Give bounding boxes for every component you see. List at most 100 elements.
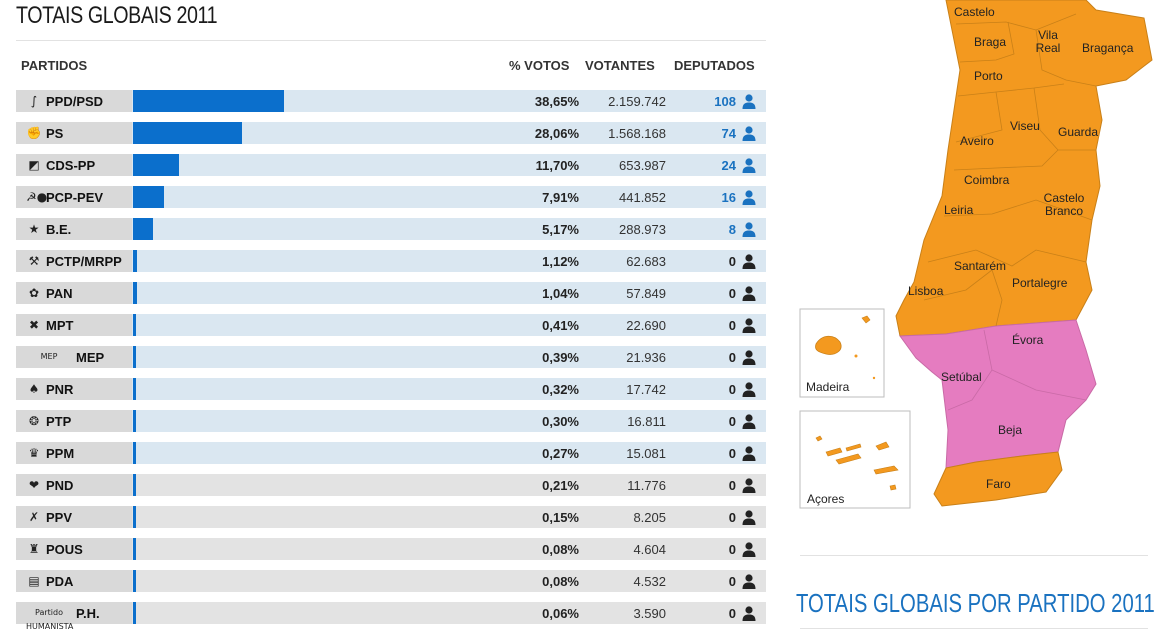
madeira-inset <box>799 308 885 398</box>
label-azores: Açores <box>807 492 845 506</box>
vote-percent: 0,39% <box>542 350 579 365</box>
seats-count: 24 <box>721 158 736 173</box>
section-divider <box>800 555 1148 556</box>
santa-maria-island[interactable] <box>889 484 897 491</box>
table-row[interactable]: MEP MEP 0,39% 21.936 0 <box>16 346 766 368</box>
seats-count: 8 <box>728 222 736 237</box>
faial-island[interactable] <box>825 447 843 457</box>
label-aveiro: Aveiro <box>960 134 994 148</box>
vote-bar <box>133 474 136 496</box>
portugal-map-svg <box>799 0 1153 509</box>
vote-percent: 0,30% <box>542 414 579 429</box>
party-cell: ❤ PND <box>16 474 132 496</box>
vote-bar <box>133 282 138 304</box>
person-icon <box>742 382 756 397</box>
pico-island[interactable] <box>835 453 862 465</box>
voters-count: 15.081 <box>626 446 666 461</box>
table-row[interactable]: ♠ PNR 0,32% 17.742 0 <box>16 378 766 400</box>
person-icon <box>742 318 756 333</box>
label-braga: Braga <box>974 35 1007 49</box>
party-name: PND <box>46 477 74 493</box>
table-row[interactable]: Partido HUMANISTA P.H. 0,06% 3.590 0 <box>16 602 766 631</box>
person-icon <box>742 286 756 301</box>
party-cell: ❂ PTP <box>16 410 132 432</box>
voters-count: 4.532 <box>633 574 666 589</box>
voters-count: 21.936 <box>626 350 666 365</box>
seats-count: 0 <box>728 318 736 333</box>
table-row[interactable]: ❤ PND 0,21% 11.776 0 <box>16 474 766 496</box>
voters-count: 1.568.168 <box>608 126 666 141</box>
terceira-island[interactable] <box>875 441 890 451</box>
table-row[interactable]: ✗ PPV 0,15% 8.205 0 <box>16 506 766 528</box>
label-porto: Porto <box>974 69 1003 83</box>
party-name: PCP-PEV <box>46 189 104 205</box>
table-row[interactable]: ◩ CDS-PP 11,70% 653.987 24 <box>16 154 766 176</box>
seats-count: 0 <box>728 446 736 461</box>
seats-count: 0 <box>728 254 736 269</box>
faro-region[interactable] <box>933 451 1063 507</box>
vote-bar-track <box>133 602 523 624</box>
vote-bar-track <box>133 410 523 432</box>
label-santarem: Santarém <box>954 259 1007 273</box>
party-name: PPD/PSD <box>46 93 104 109</box>
sao-miguel-island[interactable] <box>873 465 899 475</box>
mpt-logo: ✖ <box>28 318 40 332</box>
table-row[interactable]: ▤ PDA 0,08% 4.532 0 <box>16 570 766 592</box>
party-name: CDS-PP <box>46 157 96 173</box>
vote-bar <box>133 154 179 176</box>
table-row[interactable]: ⚒ PCTP/MRPP 1,12% 62.683 0 <box>16 250 766 272</box>
seats-count: 108 <box>714 94 736 109</box>
table-row[interactable]: ✿ PAN 1,04% 57.849 0 <box>16 282 766 304</box>
voters-count: 441.852 <box>619 190 666 205</box>
label-guarda: Guarda <box>1058 125 1099 139</box>
party-cell: ♛ PPM <box>16 442 132 464</box>
label-beja: Beja <box>998 423 1023 437</box>
table-row[interactable]: ❂ PTP 0,30% 16.811 0 <box>16 410 766 432</box>
person-icon <box>742 94 756 109</box>
party-cell: ⚒ PCTP/MRPP <box>16 250 132 272</box>
madeira-island[interactable] <box>815 335 842 355</box>
label-viseu: Viseu <box>1010 119 1040 133</box>
vote-bar-track <box>133 538 523 560</box>
table-row[interactable]: ♜ POUS 0,08% 4.604 0 <box>16 538 766 560</box>
table-row[interactable]: ★ B.E. 5,17% 288.973 8 <box>16 218 766 240</box>
vote-percent: 1,12% <box>542 254 579 269</box>
table-row[interactable]: ☭● PCP-PEV 7,91% 441.852 16 <box>16 186 766 208</box>
table-row[interactable]: ✊ PS 28,06% 1.568.168 74 <box>16 122 766 144</box>
ps-logo: ✊ <box>26 126 42 140</box>
party-cell: ✊ PS <box>16 122 132 144</box>
person-icon <box>742 478 756 493</box>
label-faro: Faro <box>986 477 1011 491</box>
vote-percent: 0,06% <box>542 606 579 621</box>
pda-logo: ▤ <box>28 574 40 588</box>
voters-count: 11.776 <box>627 478 666 493</box>
vote-percent: 0,15% <box>542 510 579 525</box>
header-party: PARTIDOS <box>21 58 88 73</box>
label-castelo-branco: Castelo Branco <box>1043 191 1085 218</box>
party-name: POUS <box>46 541 83 557</box>
table-row[interactable]: ♛ PPM 0,27% 15.081 0 <box>16 442 766 464</box>
page-title: TOTAIS GLOBAIS 2011 <box>16 2 218 29</box>
label-viana: Castelo <box>954 5 995 19</box>
person-icon <box>742 510 756 525</box>
results-table: ∫ PPD/PSD 38,65% 2.159.742 108 ✊ PS 28,06% 1.568… <box>16 90 766 634</box>
label-setubal: Setúbal <box>941 370 982 384</box>
south-regions[interactable] <box>899 319 1097 469</box>
label-madeira: Madeira <box>806 380 850 394</box>
ppv-logo: ✗ <box>28 510 40 524</box>
title-divider <box>16 40 766 41</box>
sao-jorge-island[interactable] <box>845 443 862 452</box>
vote-bar-track <box>133 122 523 144</box>
vote-bar <box>133 410 136 432</box>
vote-bar-track <box>133 282 523 304</box>
party-cell: Partido HUMANISTA P.H. <box>16 602 132 631</box>
table-row[interactable]: ∫ PPD/PSD 38,65% 2.159.742 108 <box>16 90 766 112</box>
table-row[interactable]: ✖ MPT 0,41% 22.690 0 <box>16 314 766 336</box>
desertas-island <box>854 354 858 358</box>
header-pct: % VOTOS <box>509 58 570 73</box>
selvagens-island <box>872 376 876 380</box>
label-evora: Évora <box>1012 333 1044 347</box>
porto-santo-island[interactable] <box>861 315 871 324</box>
vote-bar <box>133 314 136 336</box>
flores-island[interactable] <box>815 435 823 442</box>
